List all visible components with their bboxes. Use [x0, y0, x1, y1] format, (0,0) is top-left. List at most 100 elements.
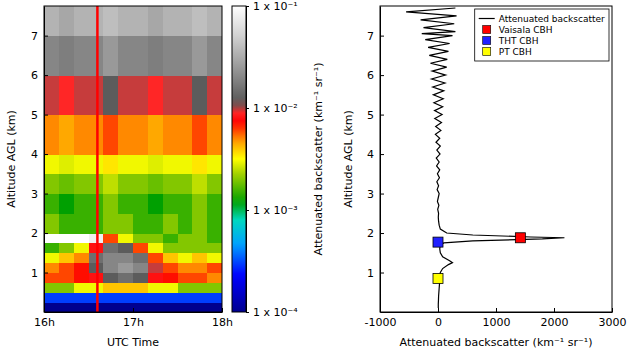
tick-label: 1000: [483, 316, 511, 329]
cell: [74, 6, 89, 36]
tick-label: 6: [31, 69, 38, 82]
cell: [133, 282, 148, 292]
cell: [118, 154, 133, 174]
legend-label: Vaisala CBH: [499, 25, 553, 35]
tick-label: 5: [367, 109, 374, 122]
cell: [74, 174, 89, 194]
cell: [192, 174, 207, 194]
cell: [59, 282, 74, 292]
cell: [59, 233, 74, 243]
cell: [178, 6, 193, 36]
cell: [59, 292, 74, 302]
tick-mark: [246, 210, 249, 211]
frame: [380, 6, 612, 312]
cell: [118, 263, 133, 273]
cell: [133, 75, 148, 115]
legend-item: PT CBH: [483, 47, 532, 57]
cell: [133, 263, 148, 273]
tick: 18h: [212, 308, 233, 329]
cell: [74, 115, 89, 155]
tick-label: 1 x 10⁻⁴: [253, 306, 298, 319]
cell: [59, 154, 74, 174]
tick: 5: [367, 109, 384, 122]
cell: [59, 243, 74, 253]
cell: [44, 154, 59, 174]
cell: [163, 36, 178, 76]
cell: [103, 115, 118, 155]
tick-mark: [133, 308, 134, 312]
cell: [192, 75, 207, 115]
tick-label: 4: [367, 148, 374, 161]
cell: [192, 243, 207, 253]
cell: [44, 115, 59, 155]
cell: [74, 302, 89, 312]
cell: [59, 174, 74, 194]
cell: [59, 302, 74, 312]
cell: [192, 115, 207, 155]
axis: -10000100020003000: [365, 308, 627, 329]
colorbar-title: Attenuated backscatter (km⁻¹ sr⁻¹): [312, 63, 325, 256]
tick-label: 2: [367, 227, 374, 240]
tick: 7: [367, 30, 384, 43]
tick: 2: [367, 227, 384, 240]
tick-mark: [380, 273, 384, 274]
cell: [44, 292, 59, 302]
cell: [74, 282, 89, 292]
axis: 1234567: [367, 7, 384, 313]
legend-swatch: [479, 18, 495, 19]
cell: [118, 233, 133, 243]
cell: [103, 36, 118, 76]
cell: [207, 302, 222, 312]
cell: [207, 6, 222, 36]
cell: [163, 233, 178, 243]
axis: 1 x 10⁻⁴1 x 10⁻³1 x 10⁻²1 x 10⁻¹: [246, 0, 298, 319]
tick: 4: [367, 148, 384, 161]
cell: [133, 6, 148, 36]
figure: 16h17h18h1234567UTC TimeAltitude AGL (km…: [0, 0, 636, 353]
cell: [163, 154, 178, 174]
cell: [207, 233, 222, 243]
cell: [148, 282, 163, 292]
cell: [192, 253, 207, 263]
axis-line: [380, 7, 381, 313]
cell: [163, 253, 178, 263]
cell: [103, 233, 118, 243]
cell: [133, 233, 148, 243]
cell: [192, 213, 207, 233]
cell: [178, 75, 193, 115]
legend-label: THT CBH: [498, 36, 539, 46]
cell: [178, 115, 193, 155]
cell: [103, 292, 118, 302]
cell: [207, 292, 222, 302]
legend-swatch: [483, 26, 491, 34]
cell: [192, 154, 207, 174]
cell: [148, 292, 163, 302]
tick-label: 2000: [541, 316, 569, 329]
cell: [103, 302, 118, 312]
cell: [44, 273, 59, 283]
cell: [133, 36, 148, 76]
y-axis-title: Altitude AGL (km): [5, 110, 18, 208]
cell: [74, 36, 89, 76]
tick: 17h: [123, 308, 144, 329]
legend-swatch: [483, 48, 491, 56]
tick-mark: [246, 6, 249, 7]
cell: [118, 292, 133, 302]
cell: [59, 213, 74, 233]
cell: [178, 194, 193, 214]
axis-line: [246, 7, 247, 313]
tick-mark: [44, 36, 48, 37]
cell: [192, 282, 207, 292]
cell: [59, 253, 74, 263]
cell: [207, 273, 222, 283]
cell: [133, 154, 148, 174]
cell: [44, 75, 59, 115]
cell: [118, 6, 133, 36]
cell: [74, 233, 89, 243]
tick-mark: [246, 312, 249, 313]
tick-mark: [246, 108, 249, 109]
cell: [103, 213, 118, 233]
tick: 1 x 10⁻¹: [246, 0, 298, 13]
tick-mark: [44, 115, 48, 116]
tick-label: 3000: [599, 316, 627, 329]
